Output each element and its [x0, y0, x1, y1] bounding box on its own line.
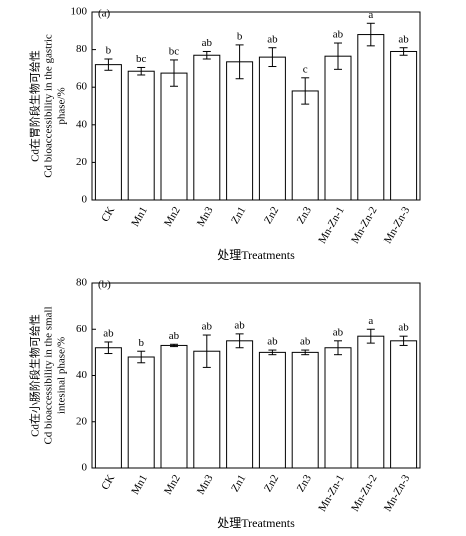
significance-letter: ab [267, 336, 278, 348]
x-axis-label: 处理Treatments [217, 516, 295, 530]
bar [291, 90, 319, 201]
panel-label: (b) [98, 279, 111, 291]
y-tick-label: 40 [76, 118, 88, 130]
y-tick-label: 80 [76, 43, 88, 55]
y-tick-label: 0 [82, 194, 88, 206]
x-tick-label: Mn1 [129, 473, 150, 497]
bar [193, 350, 221, 469]
y-tick-label: 0 [82, 462, 88, 474]
x-tick-label: Mn2 [162, 473, 183, 497]
x-tick-label: Mn-Zn-2 [349, 205, 380, 246]
significance-letter: a [368, 9, 373, 21]
x-tick-label: Zn1 [229, 473, 248, 494]
significance-letter: ab [202, 321, 213, 333]
significance-letter: b [138, 337, 144, 349]
bar [357, 34, 385, 201]
y-axis-label: intesinal phase/% [56, 337, 68, 414]
bar [94, 64, 122, 201]
y-tick-label: 40 [76, 369, 88, 381]
panel-label: (a) [98, 8, 111, 20]
bar [258, 351, 286, 469]
bar [127, 70, 155, 201]
significance-letter: ab [202, 37, 213, 49]
x-tick-label: Mn2 [162, 205, 183, 229]
bar [258, 56, 286, 201]
x-tick-label: Mn-Zn-3 [382, 204, 413, 245]
x-axis-label: 处理Treatments [217, 248, 295, 262]
significance-letter: b [237, 30, 243, 42]
bar [357, 335, 385, 469]
significance-letter: ab [267, 33, 278, 45]
bar [324, 55, 352, 201]
x-tick-label: Mn-Zn-3 [382, 472, 413, 513]
x-tick-label: Mn1 [129, 205, 150, 229]
significance-letter: bc [136, 53, 147, 65]
x-tick-label: Zn1 [229, 205, 248, 226]
y-axis-label: Cd bioaccessibility in the gastric [43, 34, 55, 178]
x-tick-label: Mn-Zn-1 [316, 473, 347, 514]
y-tick-label: 100 [71, 6, 88, 18]
x-tick-label: CK [99, 473, 117, 492]
x-tick-label: Mn-Zn-2 [349, 473, 380, 514]
x-tick-label: Mn3 [195, 204, 216, 228]
bar [291, 351, 319, 469]
x-tick-label: Zn3 [295, 204, 315, 226]
plot-frame [91, 11, 421, 201]
x-tick-label: Zn2 [262, 205, 281, 226]
significance-letter: ab [169, 330, 180, 342]
y-tick-label: 60 [76, 323, 88, 335]
x-tick-label: Zn2 [262, 473, 281, 494]
bar [160, 344, 188, 469]
bar [390, 340, 418, 469]
x-tick-label: Zn3 [295, 472, 315, 494]
significance-letter: a [368, 315, 373, 327]
y-tick-label: 20 [76, 156, 88, 168]
x-tick-label: Mn-Zn-1 [316, 205, 347, 246]
significance-letter: ab [398, 33, 409, 45]
bar [226, 340, 254, 469]
y-tick-label: 20 [76, 415, 88, 427]
bar [226, 61, 254, 201]
significance-letter: b [106, 45, 112, 57]
bar [127, 356, 155, 469]
significance-letter: ab [398, 322, 409, 334]
bar [390, 50, 418, 201]
y-tick-label: 60 [76, 81, 88, 93]
significance-letter: bc [169, 45, 180, 57]
significance-letter: ab [333, 326, 344, 338]
bar [324, 347, 352, 469]
bar [94, 347, 122, 469]
x-tick-label: Mn3 [195, 472, 216, 496]
significance-letter: ab [300, 336, 311, 348]
y-axis-label: Cd在胃阶段生物可给性 [28, 50, 42, 162]
bar [160, 72, 188, 201]
y-axis-label: Cd bioaccessibility in the small [43, 306, 55, 444]
significance-letter: c [303, 63, 308, 75]
significance-letter: ab [103, 328, 114, 340]
bar [193, 54, 221, 201]
significance-letter: ab [234, 319, 245, 331]
x-tick-label: CK [99, 205, 117, 224]
y-axis-label: Cd在小肠阶段生物可给性 [28, 314, 42, 437]
y-tick-label: 80 [76, 277, 88, 289]
y-axis-label: phase/% [56, 87, 68, 124]
significance-letter: ab [333, 29, 344, 41]
